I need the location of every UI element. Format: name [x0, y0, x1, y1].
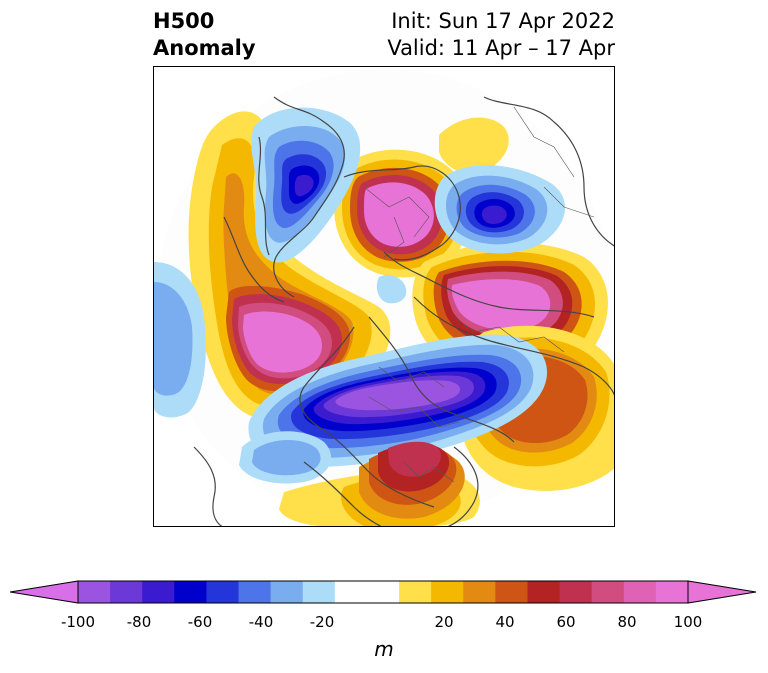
- colorbar-segment: [206, 581, 240, 603]
- negative-anomaly-main: [248, 334, 548, 467]
- coastlines: [193, 96, 614, 526]
- colorbar-extend-min: [10, 580, 79, 604]
- positive-anomaly-greenland: [334, 117, 509, 278]
- anomaly-map-graphic: [154, 69, 614, 526]
- colorbar-segment: [238, 581, 272, 603]
- title-line-1: H500: [153, 9, 215, 33]
- colorbar-tick-label: -40: [248, 613, 274, 631]
- colorbar-segment: [334, 581, 368, 603]
- country-borders: [363, 106, 595, 483]
- colorbar-tick-label: -80: [126, 613, 152, 631]
- colorbar-segment: [559, 581, 593, 603]
- colorbar-segment: [399, 581, 432, 603]
- colorbar-segment: [110, 581, 143, 603]
- colorbar-segment: [623, 581, 657, 603]
- negative-anomaly-north-atlantic: [434, 165, 566, 254]
- colorbar-segment: [270, 581, 304, 603]
- colorbar-tick-label: 40: [495, 613, 515, 631]
- title-line-2: Anomaly: [153, 36, 256, 60]
- map-dates: Init: Sun 17 Apr 2022 Valid: 11 Apr – 17…: [387, 8, 615, 62]
- negative-anomaly-canada: [251, 107, 361, 263]
- colorbar-segment: [591, 581, 625, 603]
- colorbar-tick-label: 60: [556, 613, 576, 631]
- negative-anomaly-pacific: [239, 431, 332, 484]
- colorbar-segment: [463, 581, 496, 603]
- colorbar-tick-label: 20: [434, 613, 454, 631]
- positive-anomaly-west: [188, 111, 391, 422]
- colorbar-segment: [495, 581, 528, 603]
- colorbar: [10, 580, 757, 604]
- colorbar-segment: [174, 581, 207, 603]
- colorbar-tick-label: -60: [187, 613, 213, 631]
- colorbar-unit: m: [374, 637, 394, 661]
- positive-anomaly-south: [279, 441, 480, 526]
- colorbar-tick-label: -20: [309, 613, 335, 631]
- colorbar-segment: [366, 581, 400, 603]
- colorbar-segment: [431, 581, 464, 603]
- colorbar-outline: [77, 580, 689, 604]
- colorbar-segment: [527, 581, 561, 603]
- map-title: H500 Anomaly: [153, 8, 256, 62]
- colorbar-segment: [78, 581, 111, 603]
- colorbar-segment: [302, 581, 336, 603]
- colorbar-segment: [655, 581, 689, 603]
- anomaly-map: [153, 66, 615, 527]
- negative-anomaly-pole: [376, 275, 407, 304]
- init-date: Init: Sun 17 Apr 2022: [391, 9, 615, 33]
- colorbar-tick-label: 80: [617, 613, 637, 631]
- valid-range: Valid: 11 Apr – 17 Apr: [387, 36, 615, 60]
- negative-anomaly-west-edge: [154, 262, 206, 418]
- colorbar-tick-label: -100: [60, 613, 96, 631]
- colorbar-segment: [142, 581, 175, 603]
- colorbar-tick-label: 100: [673, 613, 703, 631]
- colorbar-extend-max: [687, 580, 757, 604]
